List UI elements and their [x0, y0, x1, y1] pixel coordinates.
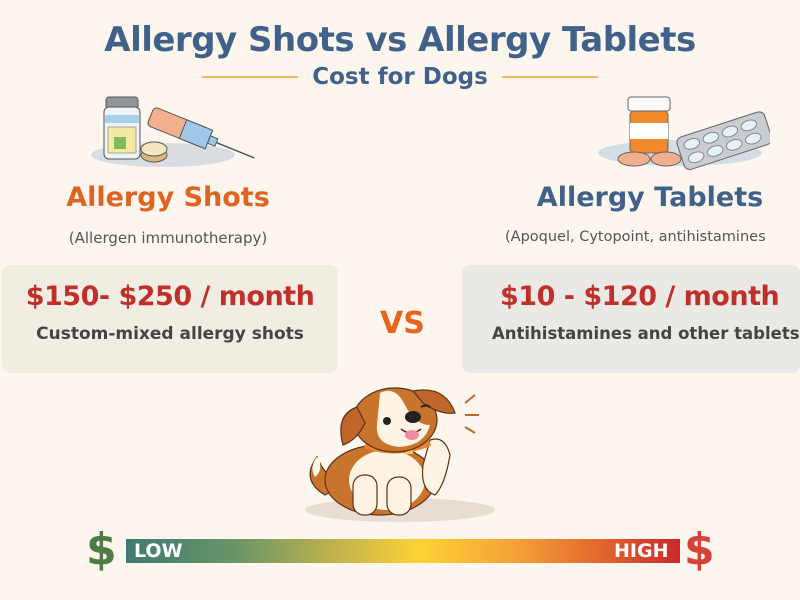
- shots-price: $150- $250 / month: [25, 281, 315, 312]
- scratching-dog-illustration: [305, 387, 495, 522]
- shots-description: Custom-mixed allergy shots: [36, 324, 304, 344]
- tablets-heading: Allergy Tablets: [536, 182, 764, 213]
- scale-low-label: LOW: [134, 540, 183, 562]
- shots-note: (Allergen immunotherapy): [68, 229, 268, 247]
- page-subtitle: Cost for Dogs: [312, 64, 488, 90]
- scale-high-label: HIGH: [614, 540, 669, 562]
- pill-bottle-blister-icon: [598, 96, 770, 170]
- tablets-price: $10 - $120 / month: [500, 281, 780, 312]
- tablets-description: Antihistamines and other tablets: [492, 324, 800, 343]
- vial-syringe-icon: [91, 96, 255, 167]
- page-title: Allergy Shots vs Allergy Tablets: [104, 20, 696, 60]
- shots-heading: Allergy Shots: [66, 182, 270, 213]
- cost-scale-bar: [126, 539, 680, 563]
- divider-left: [202, 76, 299, 78]
- shots-cost-card: $150- $250 / month Custom-mixed allergy …: [2, 265, 338, 373]
- subtitle-row: Cost for Dogs: [0, 64, 800, 90]
- divider-right: [501, 76, 598, 78]
- tablets-note: (Apoquel, Cytopoint, antihistamines: [505, 229, 766, 245]
- high-dollar-icon: $: [684, 524, 715, 575]
- low-dollar-icon: $: [86, 524, 117, 575]
- tablets-cost-card: $10 - $120 / month Antihistamines and ot…: [462, 265, 800, 373]
- vs-label: VS: [380, 306, 425, 341]
